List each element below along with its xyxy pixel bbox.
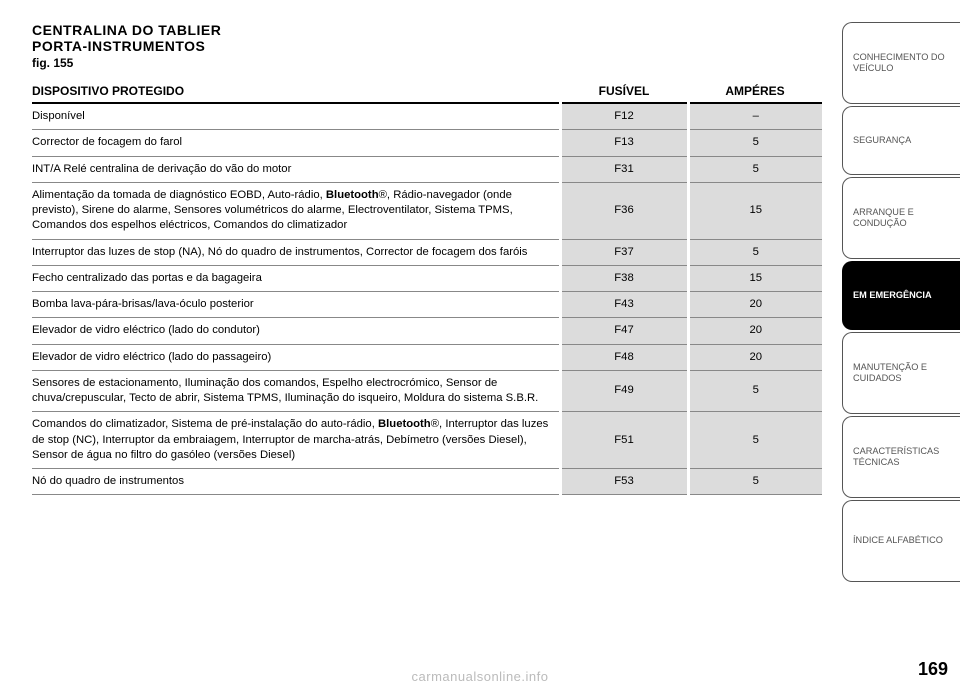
- cell-fuse: F13: [560, 130, 688, 156]
- title-line-2: PORTA-INSTRUMENTOS: [32, 38, 822, 54]
- cell-amps: 5: [688, 412, 822, 469]
- cell-fuse: F31: [560, 156, 688, 182]
- cell-fuse: F36: [560, 182, 688, 239]
- cell-device: Comandos do climatizador, Sistema de pré…: [32, 412, 560, 469]
- sidebar-tab[interactable]: CONHECIMENTO DO VEÍCULO: [842, 22, 960, 104]
- cell-device: Elevador de vidro eléctrico (lado do con…: [32, 318, 560, 344]
- cell-fuse: F12: [560, 103, 688, 130]
- cell-amps: 20: [688, 318, 822, 344]
- sidebar-tab[interactable]: MANUTENÇÃO E CUIDADOS: [842, 332, 960, 414]
- cell-fuse: F48: [560, 344, 688, 370]
- page-content: CENTRALINA DO TABLIER PORTA-INSTRUMENTOS…: [32, 22, 822, 662]
- cell-amps: 15: [688, 265, 822, 291]
- sidebar-tab[interactable]: CARACTERÍSTICAS TÉCNICAS: [842, 416, 960, 498]
- cell-device: Sensores de estacionamento, Iluminação d…: [32, 370, 560, 412]
- cell-device: Fecho centralizado das portas e da bagag…: [32, 265, 560, 291]
- cell-amps: 5: [688, 156, 822, 182]
- header-amps: AMPÉRES: [688, 80, 822, 103]
- table-row: Fecho centralizado das portas e da bagag…: [32, 265, 822, 291]
- cell-device: Nó do quadro de instrumentos: [32, 469, 560, 495]
- cell-amps: 5: [688, 239, 822, 265]
- cell-amps: 5: [688, 370, 822, 412]
- page-number: 169: [918, 659, 948, 680]
- header-fuse: FUSÍVEL: [560, 80, 688, 103]
- table-row: Elevador de vidro eléctrico (lado do pas…: [32, 344, 822, 370]
- cell-device: Interruptor das luzes de stop (NA), Nó d…: [32, 239, 560, 265]
- cell-device: Disponível: [32, 103, 560, 130]
- title-line-1: CENTRALINA DO TABLIER: [32, 22, 822, 38]
- cell-fuse: F47: [560, 318, 688, 344]
- cell-device: Corrector de focagem do farol: [32, 130, 560, 156]
- cell-amps: 5: [688, 469, 822, 495]
- table-row: Corrector de focagem do farolF135: [32, 130, 822, 156]
- table-row: Alimentação da tomada de diagnóstico EOB…: [32, 182, 822, 239]
- sidebar-tab[interactable]: ÍNDICE ALFABÉTICO: [842, 500, 960, 582]
- cell-device: Elevador de vidro eléctrico (lado do pas…: [32, 344, 560, 370]
- cell-fuse: F37: [560, 239, 688, 265]
- bold-text: Bluetooth: [326, 189, 379, 201]
- table-row: DisponívelF12–: [32, 103, 822, 130]
- cell-fuse: F53: [560, 469, 688, 495]
- sidebar-tab[interactable]: SEGURANÇA: [842, 106, 960, 175]
- cell-amps: 20: [688, 344, 822, 370]
- cell-device: INT/A Relé centralina de derivação do vã…: [32, 156, 560, 182]
- table-row: Elevador de vidro eléctrico (lado do con…: [32, 318, 822, 344]
- cell-amps: 15: [688, 182, 822, 239]
- cell-amps: 20: [688, 292, 822, 318]
- table-body: DisponívelF12–Corrector de focagem do fa…: [32, 103, 822, 495]
- fuse-table: DISPOSITIVO PROTEGIDO FUSÍVEL AMPÉRES Di…: [32, 80, 822, 495]
- table-row: Nó do quadro de instrumentosF535: [32, 469, 822, 495]
- table-row: Sensores de estacionamento, Iluminação d…: [32, 370, 822, 412]
- cell-fuse: F49: [560, 370, 688, 412]
- sidebar-tabs: CONHECIMENTO DO VEÍCULOSEGURANÇAARRANQUE…: [842, 22, 960, 584]
- cell-device: Bomba lava-pára-brisas/lava-óculo poster…: [32, 292, 560, 318]
- title-fig: fig. 155: [32, 56, 822, 70]
- table-row: Comandos do climatizador, Sistema de pré…: [32, 412, 822, 469]
- table-row: INT/A Relé centralina de derivação do vã…: [32, 156, 822, 182]
- cell-fuse: F43: [560, 292, 688, 318]
- cell-fuse: F51: [560, 412, 688, 469]
- cell-device: Alimentação da tomada de diagnóstico EOB…: [32, 182, 560, 239]
- watermark: carmanualsonline.info: [412, 669, 549, 684]
- cell-amps: 5: [688, 130, 822, 156]
- header-device: DISPOSITIVO PROTEGIDO: [32, 80, 560, 103]
- table-header-row: DISPOSITIVO PROTEGIDO FUSÍVEL AMPÉRES: [32, 80, 822, 103]
- bold-text: Bluetooth: [378, 418, 431, 430]
- cell-fuse: F38: [560, 265, 688, 291]
- sidebar-tab[interactable]: ARRANQUE E CONDUÇÃO: [842, 177, 960, 259]
- sidebar-tab[interactable]: EM EMERGÊNCIA: [842, 261, 960, 330]
- cell-amps: –: [688, 103, 822, 130]
- table-row: Interruptor das luzes de stop (NA), Nó d…: [32, 239, 822, 265]
- table-row: Bomba lava-pára-brisas/lava-óculo poster…: [32, 292, 822, 318]
